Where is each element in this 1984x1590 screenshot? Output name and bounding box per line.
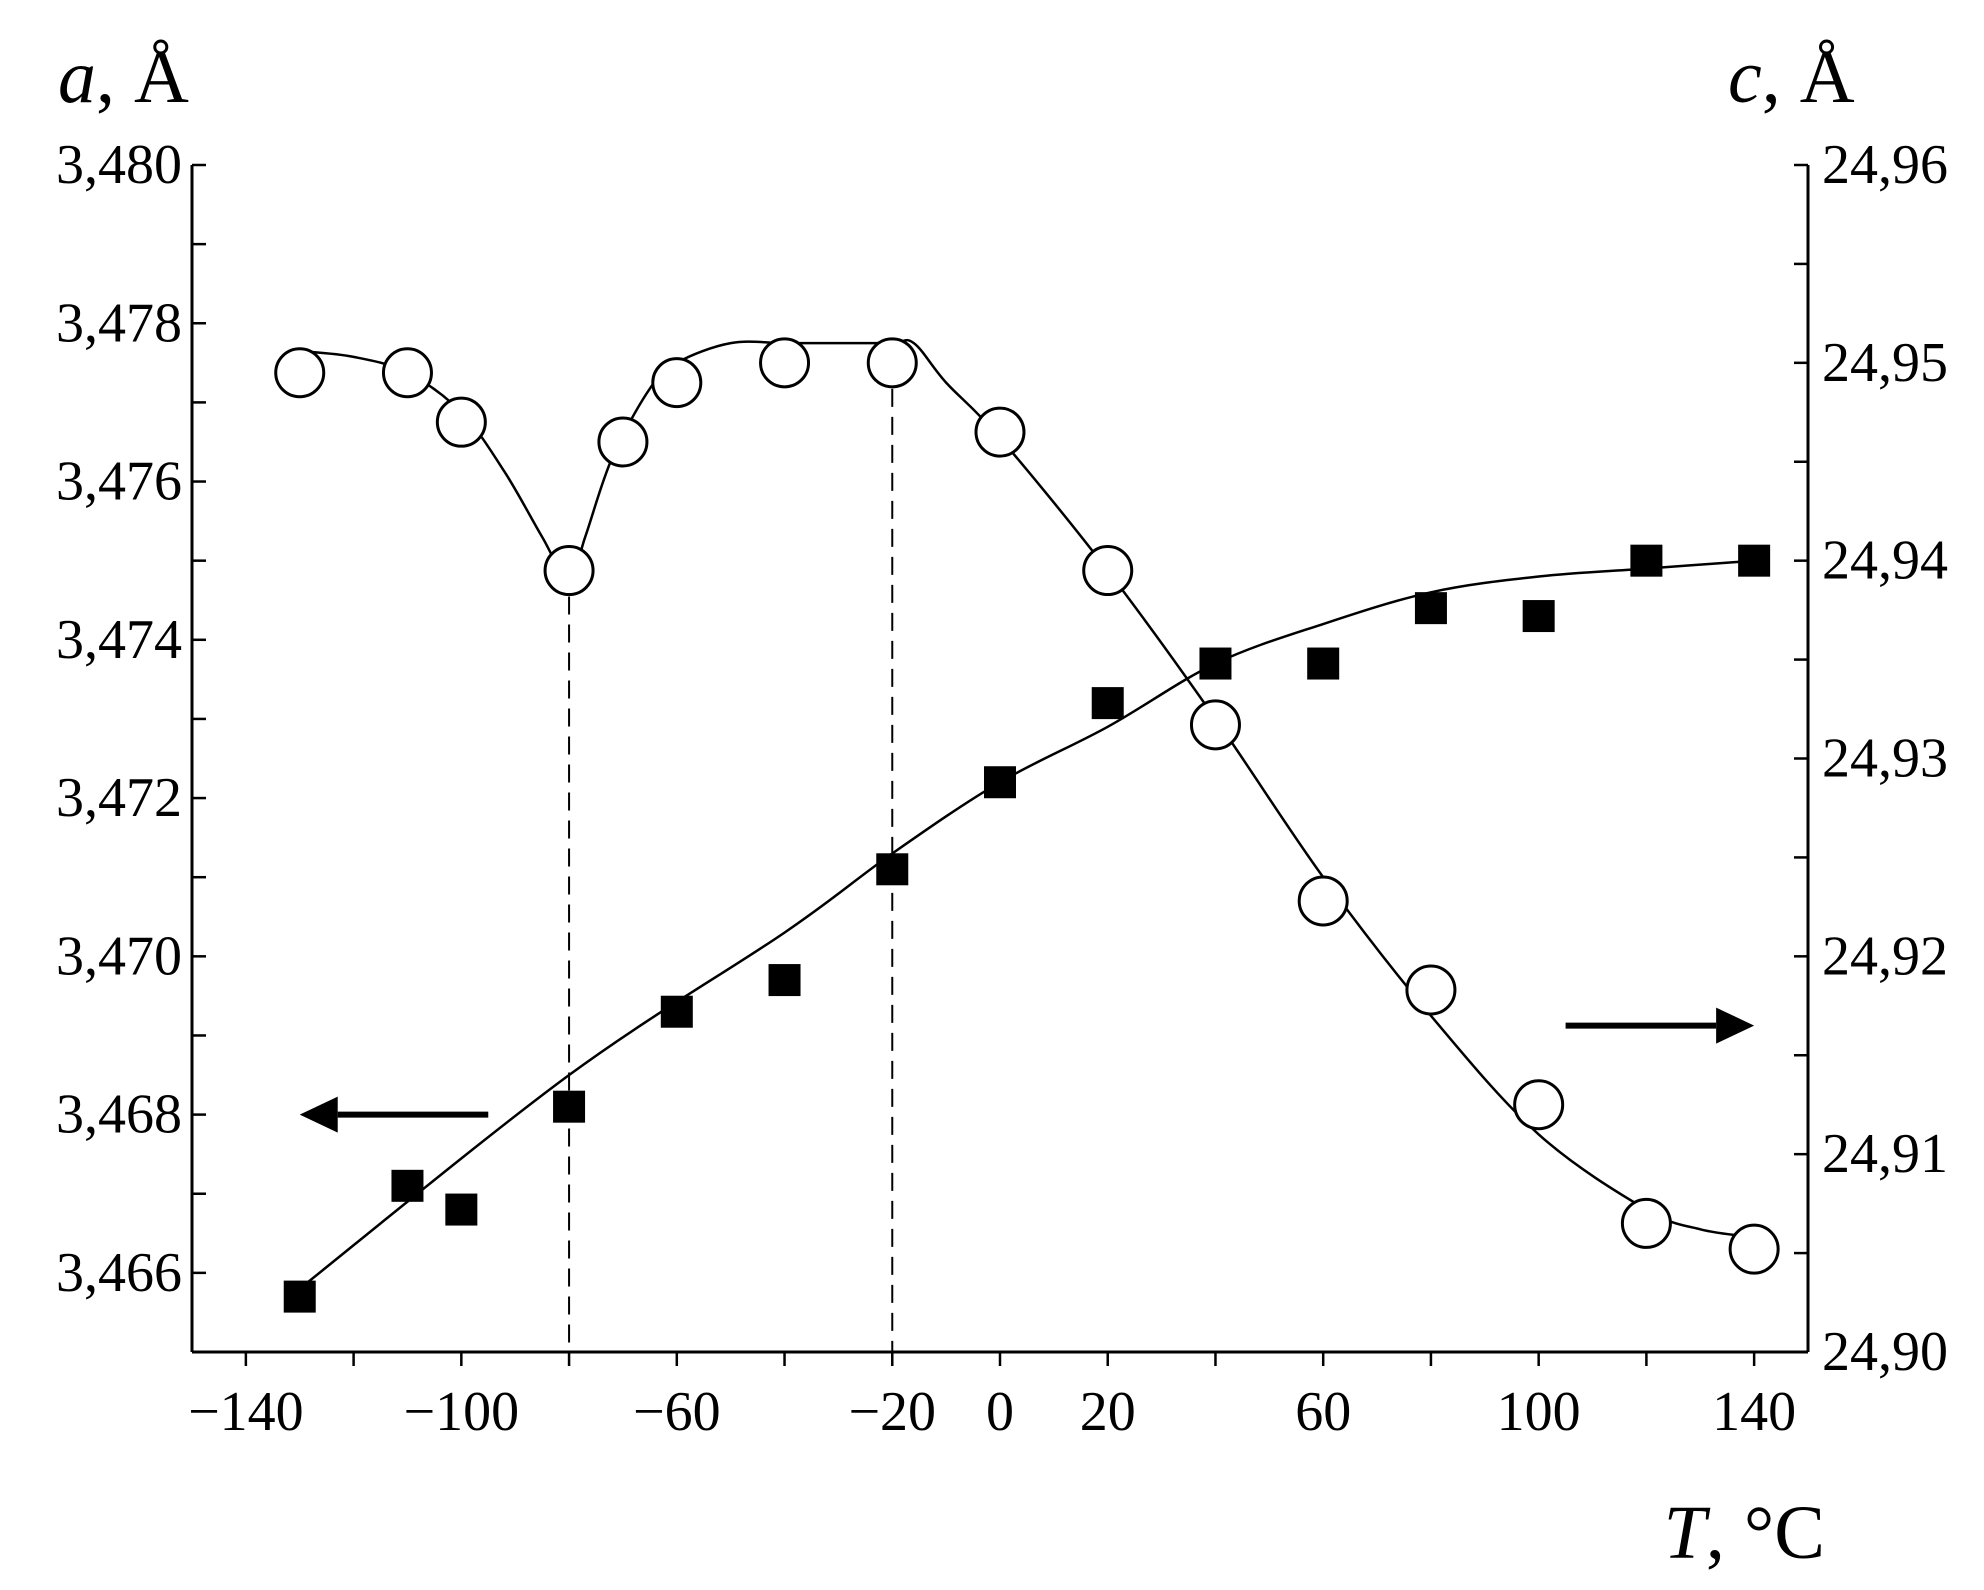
- a-data-point: [984, 766, 1016, 799]
- arrow-head: [299, 1096, 338, 1133]
- x-tick-label: 0: [986, 1381, 1014, 1443]
- x-tick-label: −100: [404, 1381, 520, 1443]
- a-data-point: [1522, 600, 1555, 633]
- fit-curves: [298, 338, 1755, 1290]
- axes: [190, 165, 1810, 1354]
- y-left-title-var: a: [58, 35, 96, 119]
- c-data-point: [1513, 1079, 1565, 1131]
- a-data-point: [1199, 647, 1232, 680]
- x-title-var: T: [1664, 1491, 1711, 1575]
- y-right-tick-label: 24,94: [1822, 530, 1948, 592]
- a-data-point: [391, 1169, 424, 1202]
- axis-arrows: [299, 1007, 1755, 1133]
- a-data-point: [445, 1193, 478, 1226]
- data-markers: [274, 337, 1780, 1313]
- y-left-tick-label: 3,466: [56, 1242, 182, 1304]
- a-data-point: [1091, 687, 1124, 720]
- a-data-point: [553, 1090, 586, 1123]
- c-data-point: [1405, 964, 1457, 1016]
- y-right-title-unit: , Å: [1762, 35, 1855, 119]
- c-data-point: [1189, 699, 1241, 751]
- a-data-point: [1738, 544, 1771, 577]
- c-data-point: [1082, 545, 1134, 597]
- y-left-tick-label: 3,470: [56, 925, 182, 987]
- a-data-point: [1307, 647, 1340, 680]
- y-right-tick-label: 24,95: [1822, 332, 1948, 394]
- c-data-point: [759, 337, 811, 389]
- a-data-point: [1630, 544, 1663, 577]
- a-data-point: [283, 1280, 316, 1313]
- c-data-point: [543, 545, 595, 597]
- x-tick-label: −140: [188, 1381, 304, 1443]
- x-tick-label: 60: [1295, 1381, 1351, 1443]
- x-tick-label: 20: [1080, 1381, 1136, 1443]
- y-right-title-var: c: [1728, 35, 1762, 119]
- y-left-tick-label: 3,476: [56, 451, 182, 513]
- c-data-point: [866, 337, 918, 389]
- y-left-tick-label: 3,468: [56, 1084, 182, 1146]
- y-right-title: c, Å: [1728, 35, 1855, 119]
- x-tick-label: 100: [1497, 1381, 1581, 1443]
- a-fit-curve: [298, 559, 1755, 1290]
- c-data-point: [381, 347, 433, 399]
- x-title-unit: , °C: [1706, 1491, 1825, 1575]
- y-left-title: a, Å: [58, 35, 189, 119]
- y-left-tick-label: 3,474: [56, 609, 182, 671]
- c-data-point: [1620, 1197, 1672, 1249]
- x-tick-label: −20: [848, 1381, 936, 1443]
- y-left-tick-label: 3,480: [56, 134, 182, 196]
- c-data-point: [435, 396, 487, 448]
- y-right-tick-label: 24,91: [1822, 1123, 1948, 1185]
- c-data-point: [1728, 1223, 1780, 1275]
- a-data-point: [1414, 592, 1447, 625]
- a-data-point: [876, 853, 909, 886]
- c-data-point: [597, 416, 649, 468]
- arrow-head: [1716, 1007, 1755, 1044]
- a-data-point: [768, 964, 801, 997]
- dashed-reference-lines: [568, 388, 894, 1352]
- c-data-point: [274, 347, 326, 399]
- y-right-tick-label: 24,93: [1822, 728, 1948, 790]
- y-right-tick-label: 24,90: [1822, 1321, 1948, 1383]
- y-right-tick-label: 24,92: [1822, 925, 1948, 987]
- c-data-point: [974, 406, 1026, 458]
- y-left-tick-label: 3,478: [56, 292, 182, 354]
- y-right-tick-label: 24,96: [1822, 134, 1948, 196]
- c-data-point: [1297, 875, 1349, 927]
- x-tick-label: 140: [1712, 1381, 1796, 1443]
- c-data-point: [651, 357, 703, 409]
- x-tick-label: −60: [633, 1381, 721, 1443]
- a-data-point: [660, 995, 693, 1028]
- y-left-title-unit: , Å: [96, 35, 189, 119]
- x-axis-title: T, °C: [1664, 1491, 1825, 1575]
- y-left-tick-label: 3,472: [56, 767, 182, 829]
- ticks: −140 −100 −60 −20 0 20 60 100 140 3,466 3,468 3,470…: [56, 134, 1948, 1443]
